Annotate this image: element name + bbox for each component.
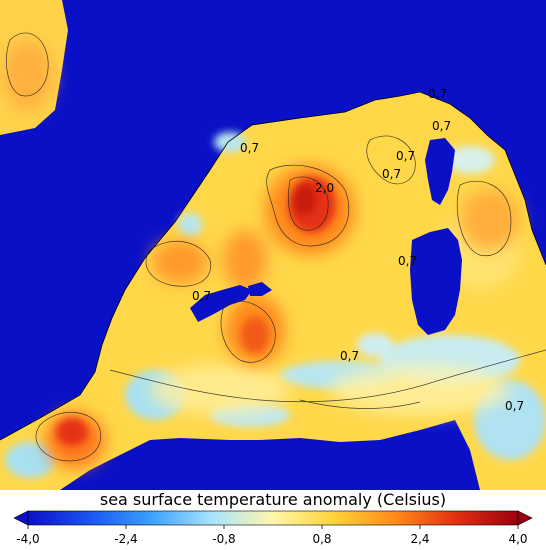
colorbar-tick-label: -0,8 [212,532,235,546]
colorbar-tick-label: 0,8 [312,532,331,546]
balearic-island-menorca [248,282,272,296]
colorbar-tick-label: -4,0 [16,532,39,546]
contour-label: 0,7 [428,87,447,101]
colorbar-title: sea surface temperature anomaly (Celsius… [99,490,447,509]
contour-label: 0,7 [398,254,417,268]
colorbar-tick-label: 2,4 [410,532,429,546]
contour-lines [6,32,546,462]
contour-label: 0,7 [382,167,401,181]
sardinia-island [410,228,462,335]
contour-label: 0,7 [505,399,524,413]
colorbar-tick-label: -2,4 [114,532,137,546]
contour-label: 0,7 [396,149,415,163]
contour-label: 2,0 [315,181,334,195]
corsica-island [425,138,455,205]
contour-label: 0,7 [340,349,359,363]
contour-label: 0,7 [192,289,211,303]
colorbar-max-arrow [517,510,533,526]
contour-labels: 0,7 0,7 0,7 0,7 2,0 0,7 0,7 0,7 0,7 0,7 [192,87,524,413]
coastline [0,91,546,441]
balearic-island-mallorca [190,285,252,322]
contour-label: 0,7 [240,141,259,155]
map-canvas: 0,7 0,7 0,7 0,7 2,0 0,7 0,7 0,7 0,7 0,7 [0,0,546,490]
colorbar-gradient [27,510,519,526]
islands [190,138,462,335]
contour-label: 0,7 [432,119,451,133]
colorbar-ticks: -4,0 -2,4 -0,8 0,8 2,4 4,0 [16,525,528,546]
colorbar: -4,0 -2,4 -0,8 0,8 2,4 4,0 [13,510,533,546]
hot-anomaly-core [56,177,336,446]
sst-anomaly-map: 0,7 0,7 0,7 0,7 2,0 0,7 0,7 0,7 0,7 0,7 [0,0,546,490]
colorbar-tick-label: 4,0 [508,532,527,546]
colorbar-min-arrow [13,510,29,526]
